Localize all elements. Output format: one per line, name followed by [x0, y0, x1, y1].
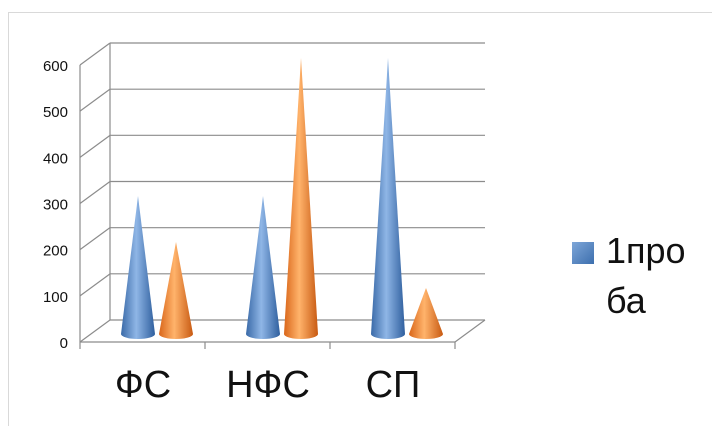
- gridline-side: [79, 227, 111, 251]
- y-tick-label: 600: [43, 58, 68, 75]
- y-tick-label: 100: [43, 289, 68, 306]
- gridline-side: [79, 134, 111, 158]
- cone-series-2-2: [284, 58, 318, 339]
- cone-series-1-2: [246, 196, 280, 339]
- y-tick-label: 400: [43, 150, 68, 167]
- y-tick-label: 0: [60, 335, 68, 352]
- cone-series-2-3: [409, 288, 443, 339]
- cone-series-1-1: [121, 196, 155, 339]
- gridline-side: [79, 273, 111, 297]
- category-label-nfs: НФС: [226, 364, 310, 406]
- category-label-sp: СП: [365, 364, 421, 406]
- category-label-fs: ФС: [114, 364, 172, 406]
- gridline-side: [79, 319, 111, 343]
- floor-edge: [454, 319, 486, 343]
- chart-frame: [8, 12, 712, 426]
- y-tick-label: 300: [43, 197, 68, 214]
- legend-swatch: [572, 242, 594, 264]
- gridline-side: [79, 181, 111, 204]
- gridline-side: [79, 42, 111, 66]
- cone-series-1-3: [371, 58, 405, 339]
- gridline-side: [79, 88, 111, 112]
- cone-series-2-1: [159, 242, 193, 339]
- legend-label: 1проба: [606, 230, 686, 321]
- y-tick-label: 500: [43, 104, 68, 121]
- y-tick-label: 200: [43, 243, 68, 260]
